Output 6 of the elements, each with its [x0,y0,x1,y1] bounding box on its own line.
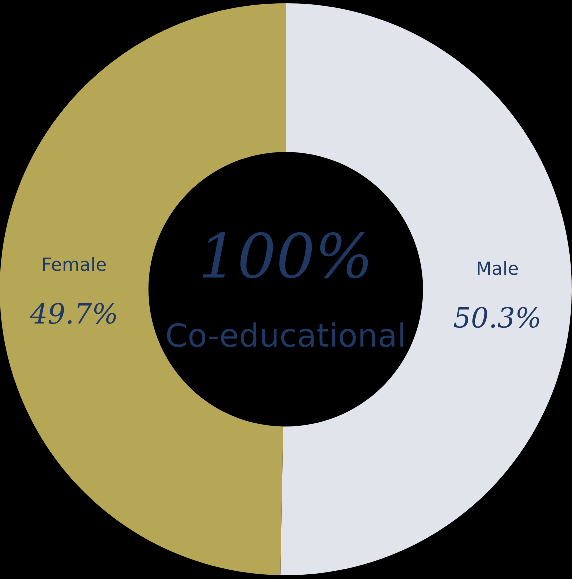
data-label: 49.7% [30,303,116,324]
text: Co-educational [167,322,404,348]
text: 100% [202,232,368,279]
slice-label: Male [478,261,518,276]
slice-label: Female [44,257,106,272]
data-label: 50.3% [454,307,540,328]
